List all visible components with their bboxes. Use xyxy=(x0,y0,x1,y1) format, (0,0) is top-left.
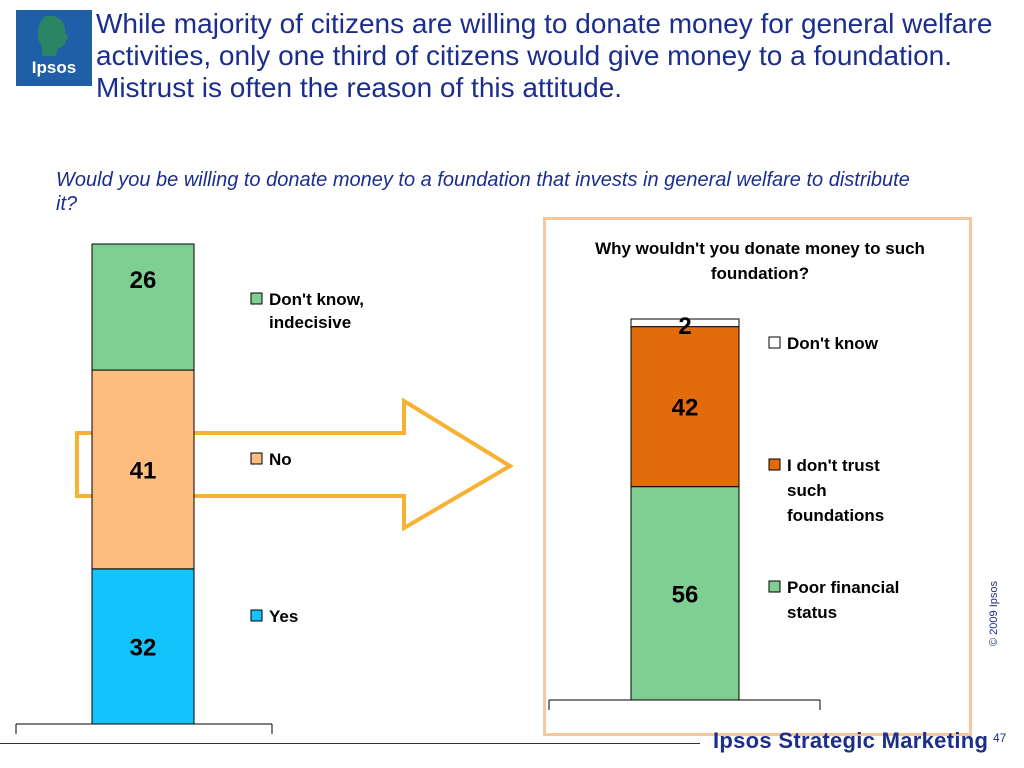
bar-yes xyxy=(91,568,195,725)
logo-text: Ipsos xyxy=(31,58,77,77)
bar-dont-know-2 xyxy=(630,318,740,328)
bar-dont-know xyxy=(91,243,195,371)
page-title: While majority of citizens are willing t… xyxy=(96,8,993,103)
legend-poor-financial-status: Poor financial status xyxy=(787,578,904,622)
legend-dont-know: Don't know, indecisive xyxy=(269,290,369,332)
survey-question: Would you be willing to donate money to … xyxy=(56,169,910,215)
footer-brand: Ipsos Strategic Marketing xyxy=(713,728,989,753)
legend-swatch-dont-know-2 xyxy=(768,336,781,349)
head-silhouette-icon xyxy=(37,15,68,56)
bar-dont-trust xyxy=(630,326,740,488)
footer-divider xyxy=(0,743,700,744)
label-dont-trust: 42 xyxy=(672,395,699,422)
label-yes: 32 xyxy=(130,634,157,661)
legend-swatch-no xyxy=(250,452,263,465)
legend-swatch-poor-financial-status xyxy=(768,580,781,593)
legend-yes: Yes xyxy=(269,607,298,626)
legend-no: No xyxy=(269,450,292,469)
legend-swatch-dont-trust xyxy=(768,458,781,471)
page-number: 47 xyxy=(993,731,1007,745)
bar-no xyxy=(91,369,195,570)
label-poor-financial-status: 56 xyxy=(672,581,699,608)
label-dont-know: 26 xyxy=(130,267,157,294)
legend-dont-know-2: Don't know xyxy=(787,334,879,353)
chart-2-title: Why wouldn't you donate money to such fo… xyxy=(595,239,925,283)
ipsos-logo: Ipsos xyxy=(16,10,92,86)
legend-dont-trust: I don't trust such foundations xyxy=(787,456,885,525)
copyright: © 2009 Ipsos xyxy=(988,581,1000,646)
follow-up-panel xyxy=(543,217,972,736)
legend-swatch-yes xyxy=(250,609,263,622)
label-no: 41 xyxy=(130,457,157,484)
legend-swatch-dont-know xyxy=(250,292,263,305)
label-dont-know-2: 2 xyxy=(678,313,691,340)
bar-poor-financial-status xyxy=(630,486,740,701)
